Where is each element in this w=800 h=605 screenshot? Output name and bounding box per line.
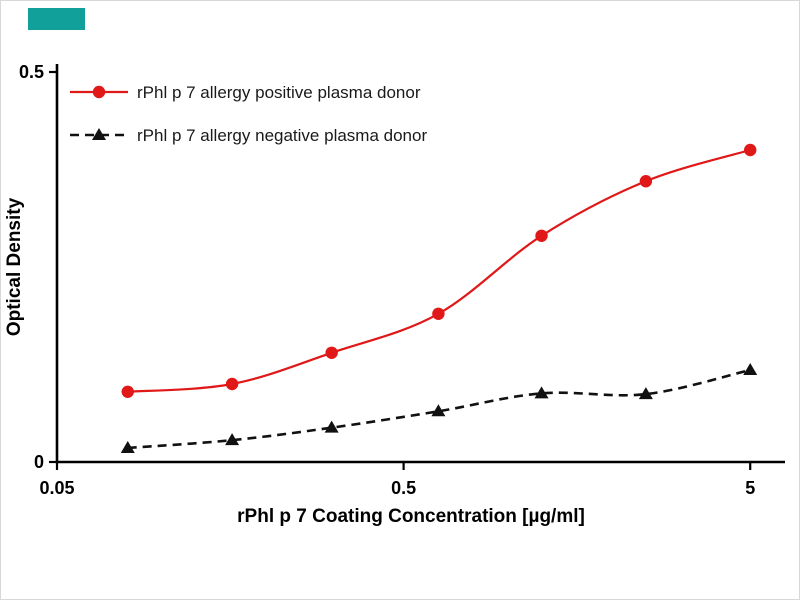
data-point-circle <box>535 229 548 242</box>
data-point-triangle <box>431 404 446 417</box>
series-negative <box>120 362 758 453</box>
series-positive <box>121 143 757 398</box>
x-axis-title: rPhl p 7 Coating Concentration [µg/ml] <box>237 506 585 527</box>
data-point-circle <box>432 307 445 320</box>
legend-label: rPhl p 7 allergy positive plasma donor <box>137 83 421 102</box>
x-tick-label: 0.5 <box>391 478 416 498</box>
data-point-triangle <box>638 387 653 400</box>
data-point-triangle <box>324 420 339 433</box>
x-tick-label: 0.05 <box>39 478 74 498</box>
brand-accent-bar <box>28 8 85 30</box>
data-point-circle <box>639 175 653 188</box>
y-tick-label: 0 <box>34 452 44 472</box>
data-point-circle <box>225 377 239 391</box>
data-point-triangle <box>534 386 549 399</box>
data-point-circle <box>744 143 757 157</box>
data-point-triangle <box>743 362 758 375</box>
y-tick-label: 0.5 <box>19 62 44 82</box>
legend-marker-triangle <box>92 128 106 140</box>
legend: rPhl p 7 allergy positive plasma donor rP… <box>70 83 427 145</box>
axes: 0.05 0.5 5 0 0.5 rPhl p 7 Coating Concentrati… <box>4 62 785 527</box>
data-point-circle <box>121 385 134 398</box>
data-point-triangle <box>120 440 135 453</box>
y-axis-title: Optical Density <box>4 197 25 336</box>
x-tick-label: 5 <box>745 478 755 498</box>
legend-marker-circle <box>92 85 106 99</box>
data-point-triangle <box>225 433 240 446</box>
data-point-circle <box>325 346 338 359</box>
legend-label: rPhl p 7 allergy negative plasma donor <box>137 126 427 145</box>
